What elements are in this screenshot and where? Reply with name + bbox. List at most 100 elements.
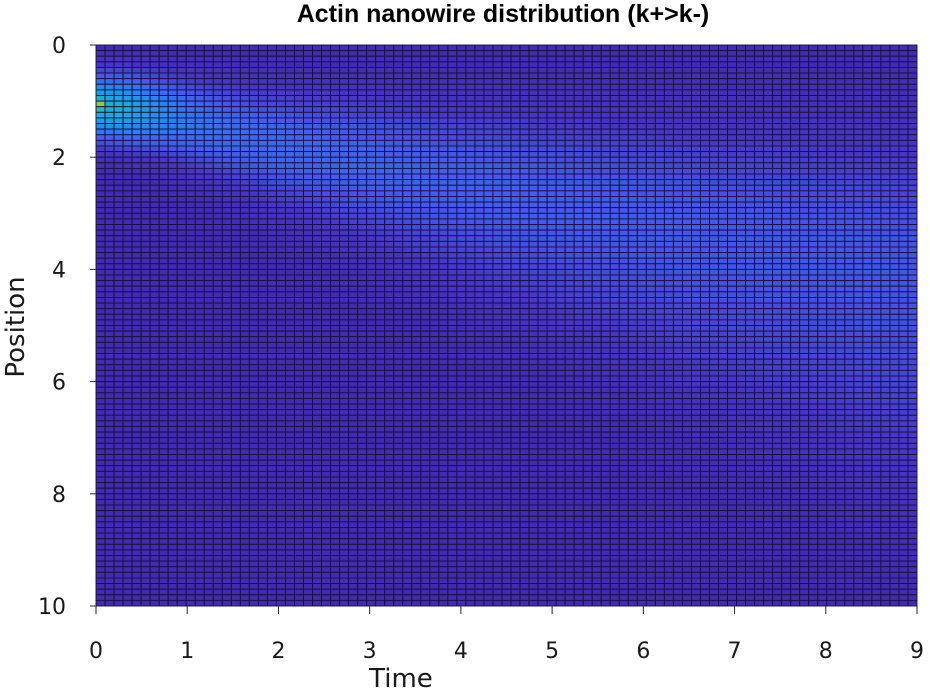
heatmap-cell — [330, 263, 341, 270]
heatmap-cell — [456, 330, 467, 338]
heatmap-cell — [880, 89, 891, 96]
heatmap-cell — [447, 95, 458, 102]
heatmap-cell — [239, 179, 250, 186]
heatmap-cell — [257, 95, 268, 102]
heatmap-cell — [609, 100, 620, 108]
heatmap-cell — [483, 229, 494, 237]
heatmap-cell — [194, 302, 205, 310]
heatmap-cell — [167, 257, 178, 265]
heatmap-cell — [546, 263, 557, 270]
heatmap-cell — [275, 347, 286, 355]
heatmap-cell — [754, 297, 765, 304]
heatmap-cell — [763, 229, 774, 237]
heatmap-cell — [429, 117, 440, 124]
heatmap-cell — [176, 207, 187, 214]
heatmap-cell — [862, 151, 873, 158]
heatmap-cell — [763, 263, 774, 270]
heatmap-cell — [519, 308, 530, 315]
heatmap-cell — [492, 100, 503, 108]
heatmap-cell — [645, 246, 656, 254]
heatmap-cell — [104, 268, 115, 276]
heatmap-cell — [528, 151, 539, 158]
heatmap-cell — [266, 297, 277, 304]
heatmap-cell — [221, 106, 232, 113]
heatmap-cell — [149, 263, 160, 270]
heatmap-cell — [456, 156, 467, 164]
heatmap-cell — [781, 347, 792, 355]
heatmap-cell — [402, 297, 413, 304]
heatmap-cell — [95, 207, 106, 214]
heatmap-cell — [140, 55, 151, 63]
heatmap-cell — [275, 106, 286, 113]
heatmap-cell — [889, 134, 900, 141]
heatmap-cell — [221, 89, 232, 96]
heatmap-cell — [600, 341, 611, 349]
heatmap-cell — [519, 274, 530, 282]
heatmap-cell — [275, 151, 286, 158]
heatmap-cell — [483, 302, 494, 310]
heatmap-cell — [754, 72, 765, 80]
heatmap-cell — [663, 78, 674, 85]
heatmap-cell — [312, 151, 322, 158]
heatmap-cell — [880, 95, 891, 102]
heatmap-cell — [113, 218, 124, 225]
heatmap-cell — [176, 347, 187, 355]
heatmap-cell — [609, 145, 620, 153]
heatmap-cell — [627, 330, 638, 338]
heatmap-cell — [203, 302, 214, 310]
heatmap-cell — [221, 162, 232, 169]
heatmap-cell — [609, 207, 620, 214]
heatmap-cell — [645, 95, 656, 102]
heatmap-cell — [140, 50, 151, 57]
heatmap-cell — [627, 319, 638, 326]
heatmap-cell — [194, 308, 205, 315]
heatmap-cell — [149, 285, 160, 293]
heatmap-cell — [808, 207, 819, 214]
heatmap-cell — [862, 44, 873, 52]
heatmap-cell — [203, 151, 214, 158]
heatmap-cell — [167, 218, 178, 225]
heatmap-cell — [862, 207, 873, 214]
heatmap-cell — [456, 313, 467, 321]
heatmap-cell — [898, 240, 909, 248]
heatmap-cell — [95, 128, 106, 136]
heatmap-cell — [95, 274, 106, 282]
heatmap-cell — [546, 151, 557, 158]
heatmap-cell — [275, 128, 286, 136]
heatmap-cell — [745, 201, 756, 209]
heatmap-cell — [691, 280, 701, 287]
heatmap-cell — [483, 196, 494, 203]
heatmap-cell — [447, 201, 458, 209]
heatmap-cell — [772, 100, 783, 108]
heatmap-cell — [907, 330, 918, 338]
heatmap-cell — [862, 297, 873, 304]
heatmap-cell — [384, 134, 395, 141]
heatmap-cell — [420, 207, 431, 214]
heatmap-cell — [501, 173, 512, 181]
heatmap-cell — [510, 252, 521, 259]
heatmap-cell — [275, 252, 286, 259]
heatmap-cell — [907, 308, 918, 315]
heatmap-cell — [510, 285, 521, 293]
heatmap-cell — [510, 162, 521, 169]
heatmap-cell — [663, 308, 674, 315]
heatmap-cell — [257, 72, 268, 80]
heatmap-cell — [447, 156, 458, 164]
heatmap-cell — [573, 224, 584, 231]
heatmap-cell — [275, 240, 286, 248]
heatmap-cell — [411, 313, 422, 321]
heatmap-cell — [294, 61, 304, 68]
heatmap-cell — [447, 128, 458, 136]
heatmap-cell — [736, 235, 747, 242]
heatmap-cell — [709, 156, 719, 164]
heatmap-cell — [781, 229, 792, 237]
heatmap-cell — [438, 218, 449, 225]
heatmap-cell — [348, 240, 359, 248]
heatmap-cell — [303, 330, 313, 338]
heatmap-cell — [835, 83, 846, 91]
heatmap-cell — [709, 106, 719, 113]
heatmap-cell — [194, 78, 205, 85]
heatmap-cell — [203, 184, 214, 192]
heatmap-cell — [582, 196, 593, 203]
heatmap-cell — [736, 274, 747, 282]
